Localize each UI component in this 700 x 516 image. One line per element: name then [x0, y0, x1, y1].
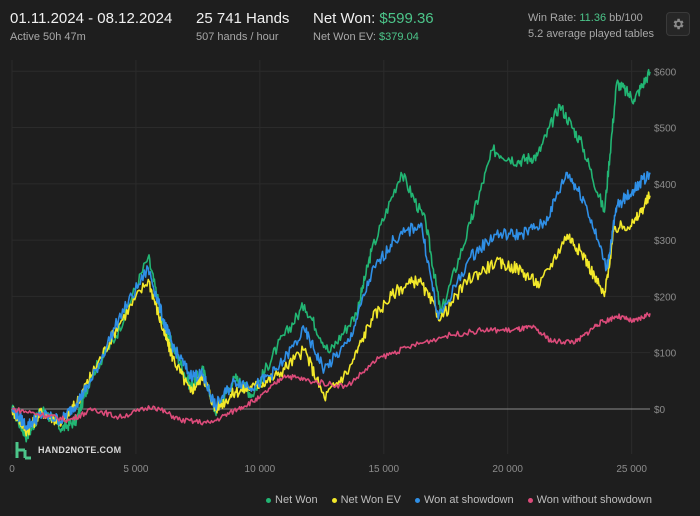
net-won-ev: Net Won EV: $379.04 [313, 31, 434, 43]
chart-legend: Net Won Net Won EV Won at showdown Won with… [0, 490, 700, 510]
series-line-won-without-showdown [11, 312, 651, 426]
y-tick-label: $100 [654, 349, 677, 360]
win-rate-unit: bb/100 [609, 12, 643, 24]
avg-tables: 5.2 average played tables [528, 28, 654, 40]
win-rate-label: Win Rate: [528, 12, 577, 24]
legend-label: Won at showdown [423, 494, 514, 506]
legend-item[interactable]: Won without showdown [527, 490, 652, 510]
hand2note-logo: HAND2NOTE.COM [14, 440, 121, 460]
legend-dot [414, 497, 420, 503]
grid [11, 60, 650, 454]
series-line-net-won-ev [11, 191, 651, 437]
active-time: Active 50h 47m [10, 31, 86, 43]
stats-header: 01.11.2024 - 08.12.2024 Active 50h 47m 2… [0, 0, 700, 52]
win-rate-value: 11.36 [579, 12, 607, 24]
legend-dot [331, 497, 337, 503]
win-rate: Win Rate: 11.36 bb/100 [528, 12, 654, 24]
legend-dot [266, 497, 272, 503]
settings-button[interactable] [666, 12, 690, 36]
legend-label: Net Won [275, 494, 318, 506]
net-won: Net Won: $599.36 [313, 10, 434, 27]
legend-item[interactable]: Net Won [266, 490, 318, 510]
legend-item[interactable]: Net Won EV [331, 490, 401, 510]
date-block: 01.11.2024 - 08.12.2024 Active 50h 47m [10, 10, 172, 43]
net-won-ev-label: Net Won EV: [313, 31, 376, 43]
x-tick-label: 0 [9, 464, 15, 475]
x-tick-label: 15 000 [368, 464, 399, 475]
x-tick-label: 25 000 [616, 464, 647, 475]
y-tick-label: $400 [654, 180, 677, 191]
series-lines [11, 68, 651, 443]
date-range: 01.11.2024 - 08.12.2024 [10, 10, 173, 27]
legend-dot [527, 497, 533, 503]
net-won-ev-value: $379.04 [379, 31, 419, 43]
chart-area: 0 5 000 10 000 15 000 20 000 25 000 $0 $100 $200… [0, 52, 700, 484]
y-tick-label: $300 [654, 236, 677, 247]
axis-labels: 0 5 000 10 000 15 000 20 000 25 000 $0 $100 $200… [9, 67, 676, 475]
series-line-won-at-showdown [11, 171, 651, 431]
y-tick-label: $500 [654, 124, 677, 135]
winnings-chart: 0 5 000 10 000 15 000 20 000 25 000 $0 $100 $200… [9, 60, 677, 475]
logo-icon [15, 442, 31, 460]
hands-count: 25 741 Hands [196, 10, 290, 27]
legend-label: Won without showdown [536, 494, 652, 506]
net-won-label: Net Won: [313, 10, 376, 27]
win-rate-block: Win Rate: 11.36 bb/100 5.2 average playe… [528, 12, 654, 40]
x-tick-label: 20 000 [492, 464, 523, 475]
series-line-net-won [11, 68, 651, 443]
net-won-block: Net Won: $599.36 Net Won EV: $379.04 [313, 10, 434, 43]
net-won-value: $599.36 [379, 10, 434, 27]
logo-text: HAND2NOTE.COM [38, 445, 122, 455]
y-tick-label: $600 [654, 67, 677, 78]
gear-icon [673, 18, 684, 30]
hands-block: 25 741 Hands 507 hands / hour [196, 10, 289, 43]
hands-per-hour: 507 hands / hour [196, 31, 279, 43]
y-tick-label: $200 [654, 292, 677, 303]
legend-label: Net Won EV [340, 494, 401, 506]
y-tick-label: $0 [654, 405, 666, 416]
x-tick-label: 5 000 [123, 464, 148, 475]
x-tick-label: 10 000 [245, 464, 276, 475]
legend-item[interactable]: Won at showdown [414, 490, 514, 510]
